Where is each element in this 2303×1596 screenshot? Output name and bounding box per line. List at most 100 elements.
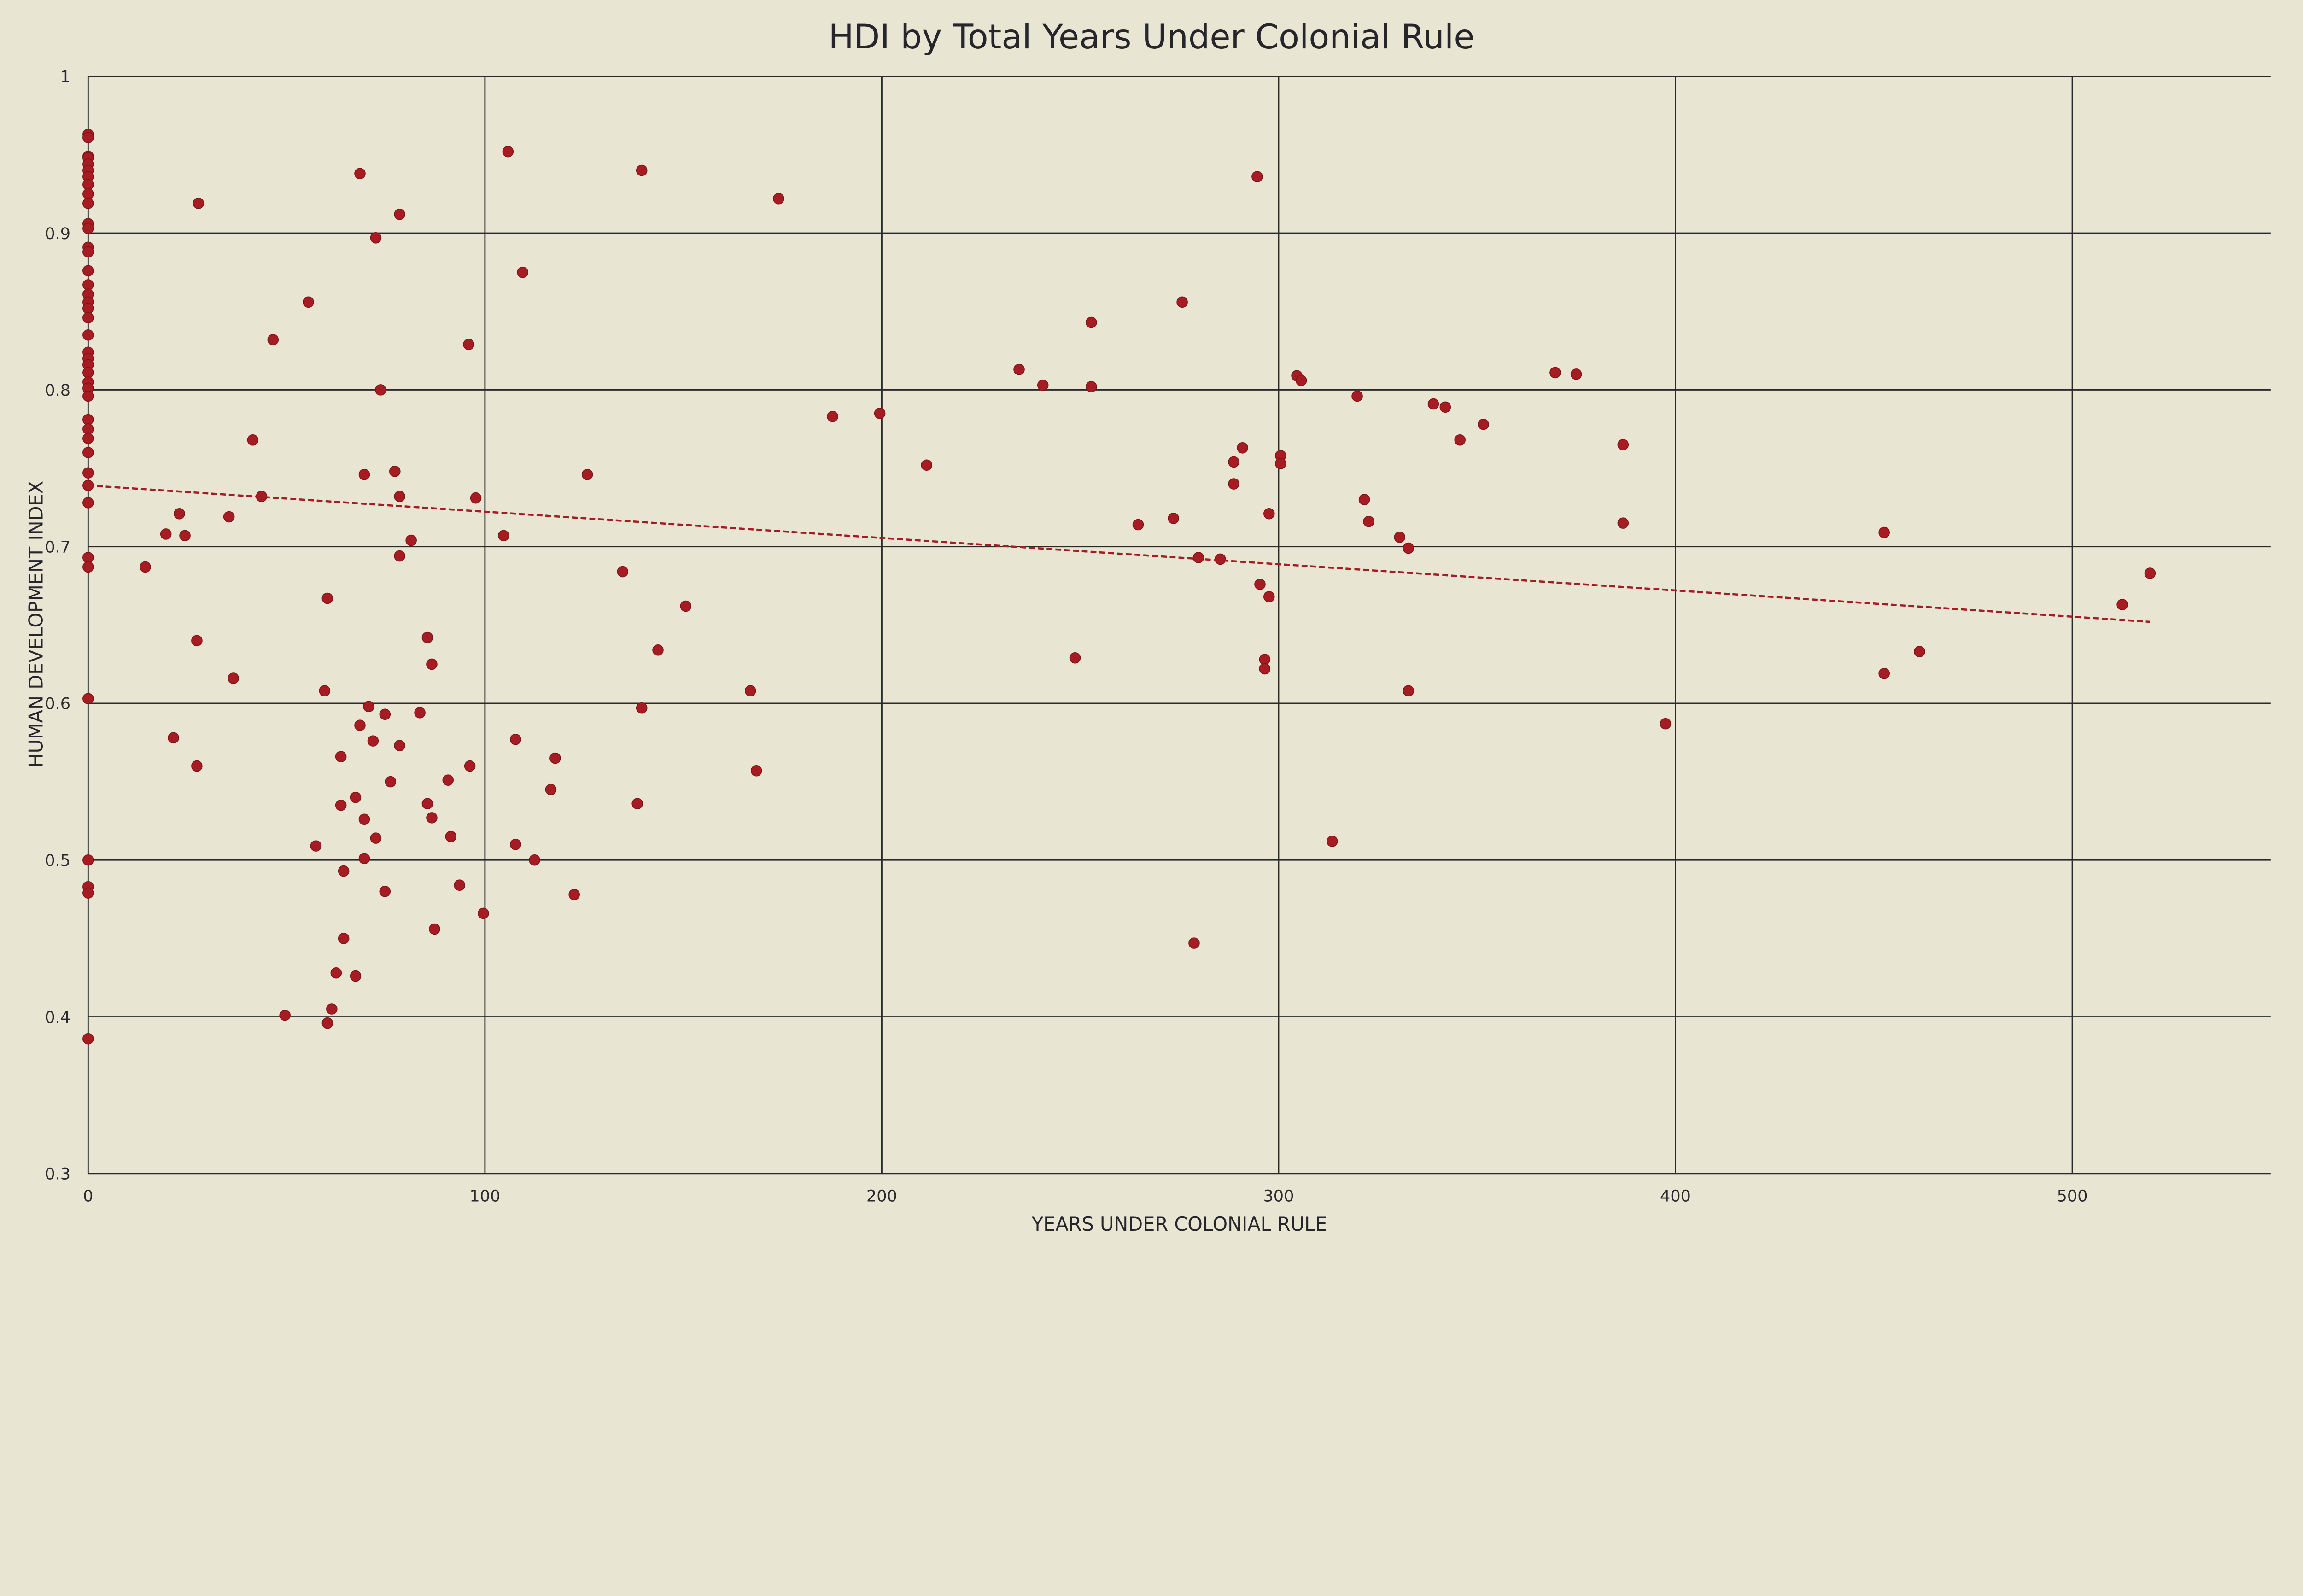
data-point — [1878, 526, 1890, 538]
data-point — [1259, 663, 1271, 675]
data-point — [1168, 513, 1179, 524]
data-point — [354, 168, 366, 180]
data-point — [652, 644, 664, 656]
data-point — [82, 198, 94, 209]
data-point — [463, 339, 474, 350]
data-point — [370, 232, 382, 244]
data-point — [358, 853, 370, 865]
y-tick-label: 0.3 — [45, 1165, 70, 1184]
data-point — [1878, 668, 1890, 679]
data-point — [321, 592, 333, 604]
data-point — [394, 550, 405, 562]
data-point — [1254, 579, 1266, 590]
x-axis-label: YEARS UNDER COLONIAL RULE — [1031, 1213, 1327, 1235]
data-point — [773, 193, 784, 205]
x-tick-labels: 0 100 200 300 400 500 — [83, 1187, 2087, 1205]
data-point — [223, 511, 235, 523]
data-point — [1037, 379, 1049, 391]
x-tick-label: 400 — [1660, 1187, 1691, 1205]
data-point — [379, 708, 391, 720]
data-point — [82, 433, 94, 444]
data-point — [191, 760, 203, 772]
data-point — [509, 733, 521, 745]
data-point — [442, 774, 454, 786]
data-point — [82, 887, 94, 899]
data-point — [82, 561, 94, 573]
data-point — [370, 832, 382, 844]
data-point — [1176, 296, 1188, 308]
data-point — [160, 528, 172, 540]
data-point — [1228, 456, 1239, 468]
y-tick-label: 0.4 — [45, 1008, 70, 1027]
x-tick-label: 200 — [866, 1187, 897, 1205]
data-point — [1192, 552, 1204, 563]
data-point — [1295, 374, 1307, 386]
data-point — [82, 367, 94, 379]
data-point — [394, 491, 405, 503]
data-point — [921, 459, 933, 471]
data-point — [228, 672, 239, 684]
data-point — [82, 265, 94, 277]
data-point — [549, 752, 561, 764]
data-point — [2116, 599, 2128, 610]
data-point — [1327, 836, 1338, 847]
data-point — [414, 707, 426, 719]
data-point — [247, 434, 259, 446]
data-point — [502, 146, 514, 158]
data-point — [191, 635, 203, 647]
data-point — [389, 466, 401, 477]
data-point — [581, 468, 593, 480]
y-axis-label: HUMAN DEVELOPMENT INDEX — [25, 481, 47, 768]
trendline — [88, 484, 2151, 623]
data-point — [1013, 363, 1025, 375]
data-point — [470, 492, 482, 504]
data-point — [636, 702, 648, 714]
data-point — [338, 865, 350, 877]
data-point — [279, 1009, 291, 1021]
data-point — [405, 534, 417, 546]
data-point — [310, 840, 322, 852]
gridlines — [87, 76, 2271, 1175]
chart-title: HDI by Total Years Under Colonial Rule — [829, 18, 1475, 57]
data-point — [517, 266, 529, 278]
data-point — [354, 719, 366, 731]
data-point — [82, 854, 94, 866]
data-point — [367, 735, 379, 747]
data-point — [545, 783, 557, 795]
data-point — [1086, 381, 1097, 392]
data-point — [1570, 368, 1582, 380]
data-point — [321, 1017, 333, 1029]
data-point — [379, 886, 391, 897]
data-point — [363, 701, 374, 713]
data-point — [385, 776, 397, 788]
data-point — [1454, 434, 1466, 446]
data-point — [1549, 367, 1561, 379]
data-point — [529, 854, 540, 866]
y-tick-label: 0.6 — [45, 695, 70, 713]
data-point — [375, 384, 386, 396]
scatter-chart: HDI by Total Years Under Colonial Rule 0… — [25, 18, 2271, 1236]
data-point — [335, 751, 347, 762]
data-point — [464, 760, 476, 772]
data-point — [827, 410, 838, 422]
data-point — [1403, 685, 1414, 697]
data-point — [1086, 316, 1097, 328]
data-point — [750, 765, 762, 777]
data-point — [617, 566, 629, 578]
data-point — [82, 132, 94, 143]
data-point — [82, 467, 94, 479]
data-point — [1660, 718, 1672, 730]
data-point — [319, 685, 331, 697]
data-points — [82, 129, 2156, 1045]
data-point — [1237, 442, 1248, 454]
data-point — [82, 279, 94, 291]
data-point — [193, 198, 205, 209]
data-point — [1427, 398, 1439, 410]
data-point — [358, 813, 370, 825]
data-point — [82, 447, 94, 458]
y-tick-label: 0.7 — [45, 538, 70, 556]
data-point — [179, 530, 191, 542]
data-point — [82, 329, 94, 341]
y-tick-label: 1 — [60, 68, 70, 87]
data-point — [267, 334, 279, 345]
